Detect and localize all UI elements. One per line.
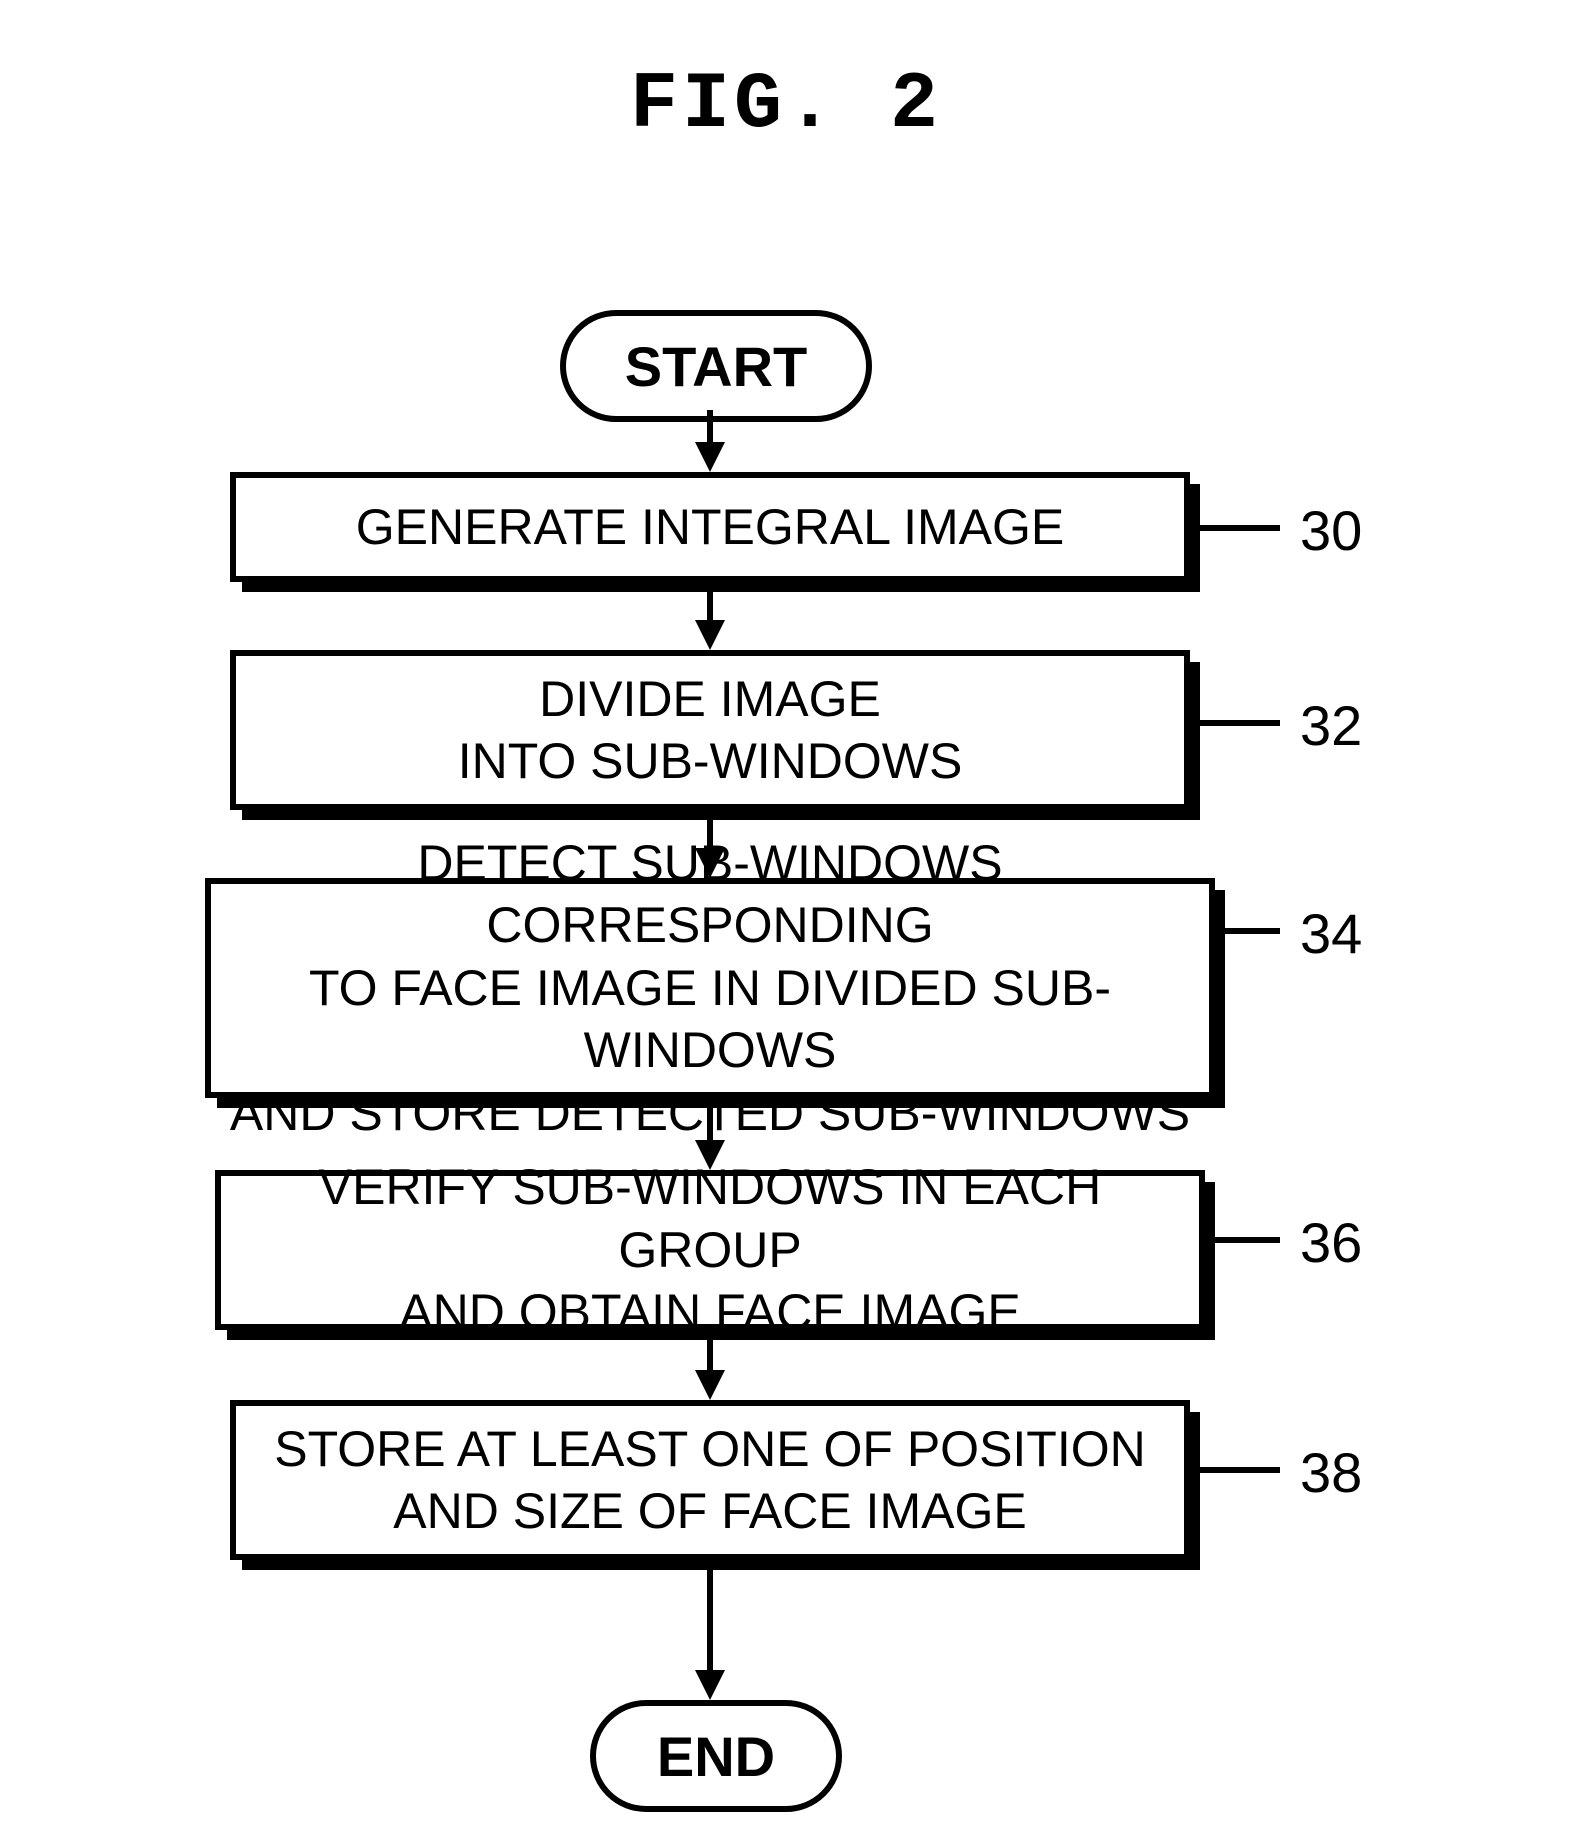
- box-shadow-right: [1190, 662, 1200, 820]
- ref-label-38: 38: [1300, 1440, 1362, 1505]
- step-box-38: STORE AT LEAST ONE OF POSITIONAND SIZE O…: [230, 1400, 1190, 1560]
- step-text: DETECT SUB-WINDOWS CORRESPONDINGTO FACE …: [221, 832, 1199, 1145]
- box-shadow-right: [1205, 1182, 1215, 1340]
- step-text: VERIFY SUB-WINDOWS IN EACH GROUPAND OBTA…: [231, 1156, 1189, 1344]
- step-text: DIVIDE IMAGEINTO SUB-WINDOWS: [458, 668, 963, 793]
- box-shadow-right: [1215, 890, 1225, 1108]
- ref-tick: [1215, 1237, 1280, 1243]
- ref-label-34: 34: [1300, 901, 1362, 966]
- terminal-end-label: END: [657, 1724, 775, 1789]
- step-box-32: DIVIDE IMAGEINTO SUB-WINDOWS: [230, 650, 1190, 810]
- ref-tick: [1200, 720, 1280, 726]
- box-shadow-right: [1190, 1412, 1200, 1570]
- terminal-end: END: [590, 1700, 842, 1812]
- ref-tick: [1200, 1467, 1280, 1473]
- terminal-start-label: START: [625, 334, 808, 399]
- ref-label-32: 32: [1300, 693, 1362, 758]
- box-shadow-bottom: [242, 1560, 1200, 1570]
- arrow-30-32: [695, 592, 725, 650]
- step-box-30: GENERATE INTEGRAL IMAGE: [230, 472, 1190, 582]
- arrow-start-30: [695, 410, 725, 472]
- figure-canvas: FIG. 2 START GENERATE INTEGRAL IMAGE 30 …: [0, 0, 1572, 1843]
- ref-label-30: 30: [1300, 498, 1362, 563]
- step-text: GENERATE INTEGRAL IMAGE: [356, 496, 1064, 559]
- step-box-34: DETECT SUB-WINDOWS CORRESPONDINGTO FACE …: [205, 878, 1215, 1098]
- arrow-38-end: [695, 1570, 725, 1700]
- box-shadow-bottom: [242, 582, 1200, 592]
- figure-title: FIG. 2: [0, 60, 1572, 151]
- ref-label-36: 36: [1300, 1210, 1362, 1275]
- step-box-36: VERIFY SUB-WINDOWS IN EACH GROUPAND OBTA…: [215, 1170, 1205, 1330]
- ref-tick: [1200, 525, 1280, 531]
- box-shadow-right: [1190, 484, 1200, 592]
- arrow-32-34: [695, 820, 725, 878]
- arrow-34-36: [695, 1108, 725, 1170]
- ref-tick: [1225, 928, 1280, 934]
- box-shadow-bottom: [242, 810, 1200, 820]
- step-text: STORE AT LEAST ONE OF POSITIONAND SIZE O…: [274, 1418, 1146, 1543]
- terminal-start: START: [560, 310, 872, 422]
- arrow-36-38: [695, 1340, 725, 1400]
